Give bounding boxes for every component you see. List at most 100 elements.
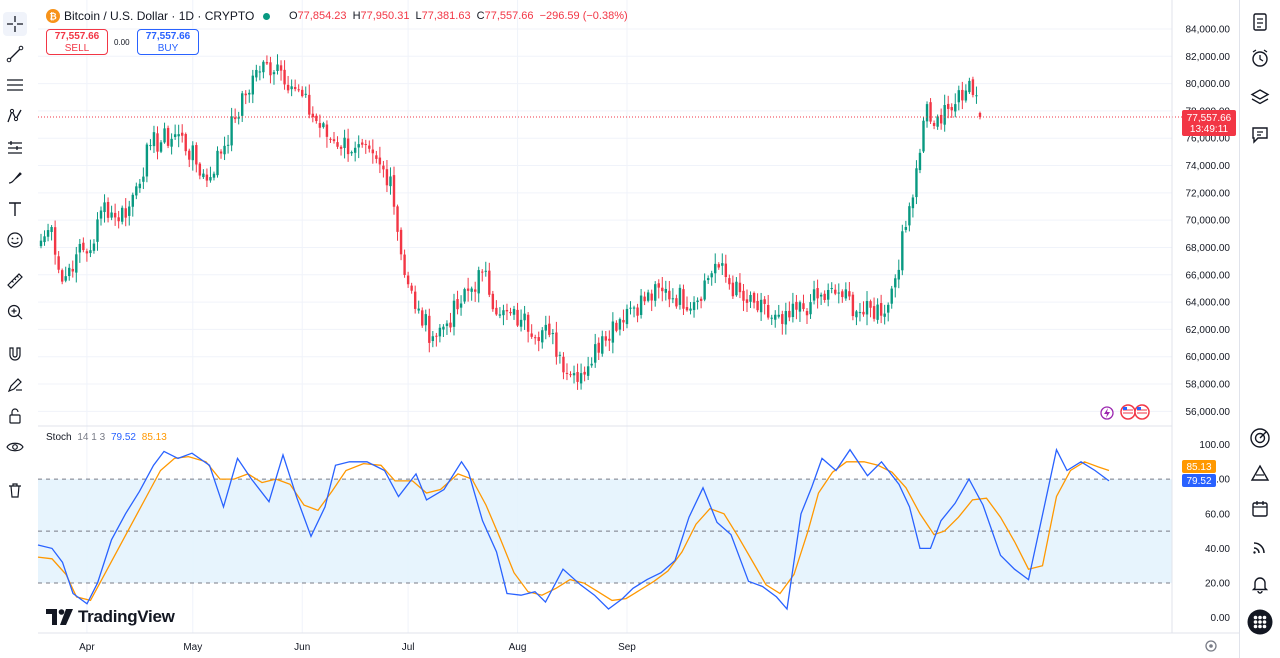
- candle: [615, 320, 618, 333]
- candle: [569, 371, 572, 378]
- ruler-icon[interactable]: [3, 269, 27, 293]
- candle: [812, 280, 816, 305]
- candle: [230, 107, 233, 152]
- candle: [611, 312, 615, 354]
- candle: [258, 65, 262, 81]
- candle: [766, 294, 770, 320]
- candle: [601, 330, 604, 357]
- calendar-icon[interactable]: [1247, 496, 1273, 522]
- candle: [269, 56, 272, 84]
- candle: [756, 293, 759, 313]
- buy-button[interactable]: 77,557.66 BUY: [137, 29, 199, 55]
- price-tick-label: 70,000.00: [1186, 216, 1231, 227]
- stoch-k-line: [37, 447, 1110, 611]
- trash-icon[interactable]: [3, 478, 27, 502]
- left-toolbar: [0, 0, 31, 658]
- fib-icon[interactable]: [3, 73, 27, 97]
- stoch-k-value: 79.52: [110, 432, 136, 443]
- candle: [128, 200, 131, 226]
- candles: [39, 54, 982, 390]
- candle: [950, 103, 953, 118]
- candle: [876, 298, 879, 324]
- lock-icon[interactable]: [3, 404, 27, 428]
- bell-icon[interactable]: [1247, 571, 1273, 597]
- candle: [332, 131, 336, 144]
- stoch-axis[interactable]: 100.00 80.00 60.00 40.00 20.00 0.00: [1199, 440, 1230, 624]
- triangle-icon[interactable]: [1247, 460, 1273, 486]
- eye-icon[interactable]: [3, 435, 27, 459]
- lock-draw-icon[interactable]: [3, 373, 27, 397]
- candle: [262, 60, 265, 79]
- events-icons[interactable]: [1100, 404, 1150, 420]
- candle: [212, 171, 216, 181]
- candle: [117, 210, 120, 229]
- candle: [551, 329, 555, 345]
- symbol-legend[interactable]: ₿ Bitcoin / U.S. Dollar · 1D · CRYPTO: [46, 9, 271, 23]
- candle: [622, 309, 625, 332]
- chart-canvas[interactable]: 84,000.0082,000.0080,000.0078,000.0076,0…: [30, 0, 1240, 658]
- grid-icon[interactable]: [1247, 609, 1273, 635]
- candle: [375, 150, 378, 164]
- trendline-icon[interactable]: [3, 42, 27, 66]
- candle: [470, 286, 473, 301]
- last-price-badge: 77,557.66 13:49:11: [1182, 110, 1236, 136]
- candle: [548, 315, 551, 338]
- zoom-icon[interactable]: [3, 300, 27, 324]
- candle: [445, 320, 449, 335]
- low-label: L: [415, 10, 422, 22]
- open-label: O: [289, 10, 298, 22]
- sell-button[interactable]: 77,557.66 SELL: [46, 29, 108, 55]
- candle: [904, 220, 908, 233]
- candle: [625, 304, 629, 329]
- candle: [353, 141, 357, 162]
- candle: [643, 291, 646, 306]
- tradingview-logo[interactable]: TradingView: [46, 606, 175, 628]
- candle: [135, 182, 138, 200]
- text-icon[interactable]: [3, 197, 27, 221]
- buy-price: 77,557.66: [145, 31, 191, 42]
- candle: [742, 284, 745, 312]
- candle: [304, 86, 307, 98]
- price-axis[interactable]: 84,000.0082,000.0080,000.0078,000.0076,0…: [1186, 25, 1231, 418]
- pattern-icon[interactable]: [3, 104, 27, 128]
- emoji-icon[interactable]: [3, 228, 27, 252]
- candle: [879, 294, 883, 324]
- stoch-legend[interactable]: Stoch 14 1 3 79.52 85.13: [46, 432, 167, 443]
- broadcast-icon[interactable]: [1247, 534, 1273, 560]
- candle: [890, 285, 893, 309]
- stoch-name: Stoch: [46, 432, 72, 443]
- candle: [442, 324, 445, 337]
- candle: [149, 139, 152, 151]
- candle: [516, 302, 519, 327]
- measure-icon[interactable]: [3, 135, 27, 159]
- layers-icon[interactable]: [1247, 84, 1273, 110]
- chat-icon[interactable]: [1247, 122, 1273, 148]
- candle: [918, 148, 922, 174]
- candle: [788, 301, 791, 322]
- watchlist-icon[interactable]: [1247, 9, 1273, 35]
- candle: [639, 288, 643, 319]
- candle: [223, 136, 226, 161]
- alarm-icon[interactable]: [1247, 45, 1273, 71]
- candle: [301, 86, 304, 98]
- candle: [791, 292, 795, 323]
- candle: [431, 331, 435, 348]
- candle: [608, 330, 611, 351]
- settings-gear-icon[interactable]: [1205, 640, 1217, 652]
- price-tick-label: 68,000.00: [1186, 243, 1231, 254]
- candle: [512, 305, 516, 320]
- stoch-tick-label: 80.00: [1205, 475, 1230, 486]
- candle: [689, 302, 692, 315]
- brush-icon[interactable]: [3, 166, 27, 190]
- magnet-icon[interactable]: [3, 342, 27, 366]
- price-tick-label: 64,000.00: [1186, 298, 1231, 309]
- target-icon[interactable]: [1247, 425, 1273, 451]
- candle: [830, 282, 833, 294]
- crosshair-icon[interactable]: [3, 12, 27, 36]
- candle: [971, 76, 975, 98]
- candle: [466, 277, 470, 302]
- time-axis[interactable]: Apr May Jun Jul Aug Sep: [79, 642, 636, 653]
- candle: [714, 253, 717, 284]
- candle: [237, 111, 240, 125]
- candle: [78, 238, 82, 263]
